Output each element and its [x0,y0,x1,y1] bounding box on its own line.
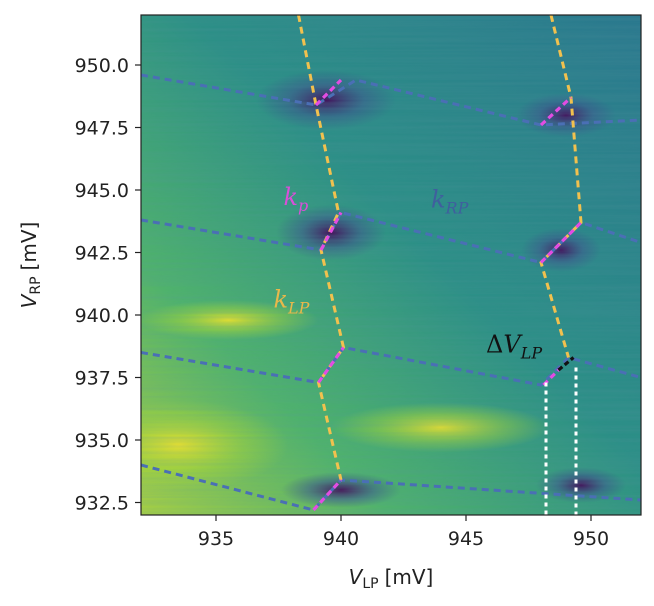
y-tick-label: 932.5 [75,493,129,515]
x-axis-ticks: 935 940 945 950 [198,515,609,550]
annotation-base: k [274,286,289,314]
x-tick-label: 935 [198,528,234,550]
annotation-subscript: p [298,196,308,215]
x-tick-label: 945 [448,528,484,550]
y-tick-label: 950.0 [75,55,129,77]
annotation-delta-vlp: ΔVLP [486,331,542,363]
y-tick-label: 935.0 [75,430,129,452]
y-tick-label: 942.5 [75,243,129,265]
annotation-subscript: LP [520,344,543,363]
heatmap [141,15,641,515]
rp-transition-line [141,345,641,387]
p-transition-segment [542,366,563,387]
annotation-k-p: kp [284,183,309,215]
annotation-base: k [284,183,299,211]
y-tick-label: 940.0 [75,305,129,327]
annotation-base: k [431,186,446,214]
y-axis-label: VRP[mV] [17,222,44,309]
p-transition-segment [312,478,343,512]
annotation-subscript: RP [445,199,469,218]
y-tick-label: 945.0 [75,180,129,202]
annotation-k-rp: kRP [431,186,469,218]
x-axis-label: VLP [mV] [349,565,434,592]
y-tick-label: 947.5 [75,118,129,140]
annotation-delta-symbol: Δ [486,331,503,359]
x-tick-label: 940 [323,528,359,550]
y-axis-ticks: 932.5 935.0 937.5 940.0 942.5 945.0 947.5 950.0 [75,55,141,515]
heatmap-grain [141,15,641,515]
annotation-delta-var: V [503,331,523,359]
rp-transition-line [141,210,641,265]
p-transition-segment [539,96,573,127]
delta-vlp-segment [557,356,575,372]
annotation-subscript: LP [287,299,310,318]
transition-lines [141,15,641,515]
p-transition-segment [317,346,345,384]
x-tick-label: 950 [573,528,609,550]
annotation-k-lp: kLP [274,286,310,318]
lp-transition-line [539,15,583,358]
y-tick-label: 937.5 [75,368,129,390]
p-transition-segment [314,78,343,107]
plot-frame [140,14,642,516]
p-transition-segment [319,211,343,251]
